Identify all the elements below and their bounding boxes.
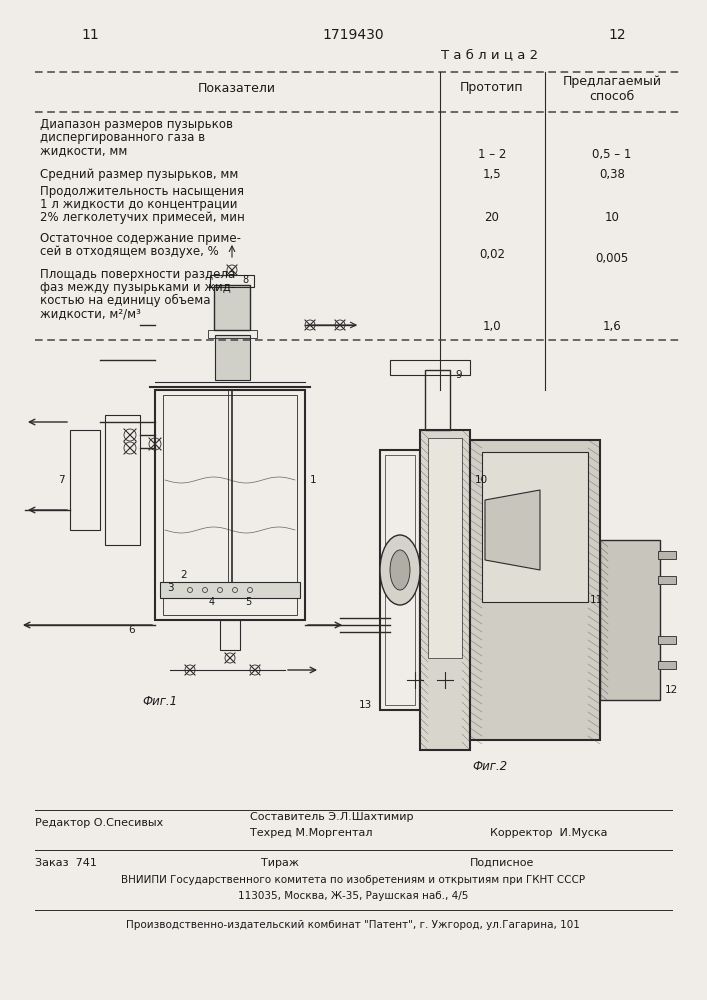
Text: Заказ  741: Заказ 741 bbox=[35, 858, 97, 868]
Bar bbox=[658, 636, 676, 644]
Bar bbox=[210, 275, 254, 287]
Text: 1 л жидкости до концентрации: 1 л жидкости до концентрации bbox=[40, 198, 238, 211]
Text: Продолжительность насыщения: Продолжительность насыщения bbox=[40, 185, 244, 198]
Bar bbox=[105, 415, 140, 545]
Text: 0,5 – 1: 0,5 – 1 bbox=[592, 148, 631, 161]
Bar bbox=[425, 370, 450, 430]
Bar bbox=[470, 440, 600, 740]
Text: Техред М.Моргентал: Техред М.Моргентал bbox=[250, 828, 373, 838]
Text: 1,5: 1,5 bbox=[483, 168, 501, 181]
Text: 0,005: 0,005 bbox=[595, 252, 629, 265]
Text: 8: 8 bbox=[242, 275, 248, 285]
Text: Площадь поверхности раздела: Площадь поверхности раздела bbox=[40, 268, 235, 281]
Text: жидкости, м²/м³: жидкости, м²/м³ bbox=[40, 307, 141, 320]
Text: Фиг.2: Фиг.2 bbox=[472, 760, 508, 773]
Text: Составитель Э.Л.Шахтимир: Составитель Э.Л.Шахтимир bbox=[250, 812, 414, 822]
Bar bbox=[380, 450, 420, 710]
Bar bbox=[428, 438, 462, 658]
Text: диспергированного газа в: диспергированного газа в bbox=[40, 131, 205, 144]
Bar bbox=[160, 582, 300, 598]
Text: Редактор О.Спесивых: Редактор О.Спесивых bbox=[35, 818, 163, 828]
Bar bbox=[155, 390, 305, 620]
Text: 11: 11 bbox=[81, 28, 99, 42]
Text: 1: 1 bbox=[310, 475, 317, 485]
Text: Остаточное содержание приме-: Остаточное содержание приме- bbox=[40, 232, 241, 245]
Text: Средний размер пузырьков, мм: Средний размер пузырьков, мм bbox=[40, 168, 238, 181]
Text: 6: 6 bbox=[129, 625, 135, 635]
Text: ВНИИПИ Государственного комитета по изобретениям и открытиям при ГКНТ СССР: ВНИИПИ Государственного комитета по изоб… bbox=[121, 875, 585, 885]
Text: 0,38: 0,38 bbox=[599, 168, 625, 181]
Text: Фиг.1: Фиг.1 bbox=[142, 695, 177, 708]
Text: 13: 13 bbox=[358, 700, 372, 710]
Text: Прототип: Прототип bbox=[460, 82, 524, 95]
Text: 2: 2 bbox=[180, 570, 187, 580]
Text: 10: 10 bbox=[475, 475, 488, 485]
Bar bbox=[390, 360, 470, 375]
Text: жидкости, мм: жидкости, мм bbox=[40, 144, 127, 157]
Text: 20: 20 bbox=[484, 211, 499, 224]
Text: Т а б л и ц а 2: Т а б л и ц а 2 bbox=[441, 48, 539, 61]
Text: Тираж: Тираж bbox=[261, 858, 299, 868]
Bar bbox=[220, 620, 240, 650]
Bar bbox=[215, 335, 250, 380]
Text: фаз между пузырьками и жид-: фаз между пузырьками и жид- bbox=[40, 281, 235, 294]
Text: 1 – 2: 1 – 2 bbox=[478, 148, 506, 161]
Bar bbox=[163, 395, 297, 615]
Text: Корректор  И.Муска: Корректор И.Муска bbox=[490, 828, 607, 838]
Text: 1,0: 1,0 bbox=[483, 320, 501, 333]
Text: 1719430: 1719430 bbox=[322, 28, 384, 42]
Bar bbox=[658, 551, 676, 559]
Text: сей в отходящем воздухе, %: сей в отходящем воздухе, % bbox=[40, 245, 218, 258]
Text: Показатели: Показатели bbox=[198, 82, 276, 95]
Bar bbox=[385, 455, 415, 705]
Bar bbox=[420, 430, 470, 750]
Bar bbox=[482, 452, 588, 602]
Text: костью на единицу объема: костью на единицу объема bbox=[40, 294, 211, 307]
Text: 12: 12 bbox=[665, 685, 678, 695]
Text: Подписное: Подписное bbox=[470, 858, 534, 868]
Text: 5: 5 bbox=[245, 597, 251, 607]
Text: 9: 9 bbox=[455, 370, 462, 380]
Ellipse shape bbox=[380, 535, 420, 605]
Text: 7: 7 bbox=[59, 475, 65, 485]
Text: 4: 4 bbox=[209, 597, 215, 607]
Bar bbox=[658, 661, 676, 669]
Text: Диапазон размеров пузырьков: Диапазон размеров пузырьков bbox=[40, 118, 233, 131]
Bar bbox=[208, 330, 257, 338]
Ellipse shape bbox=[390, 550, 410, 590]
Bar bbox=[600, 540, 660, 700]
Polygon shape bbox=[485, 490, 540, 570]
Text: 1,6: 1,6 bbox=[602, 320, 621, 333]
Text: 2% легколетучих примесей, мин: 2% легколетучих примесей, мин bbox=[40, 211, 245, 224]
Text: 3: 3 bbox=[167, 583, 174, 593]
Text: 113035, Москва, Ж-35, Раушская наб., 4/5: 113035, Москва, Ж-35, Раушская наб., 4/5 bbox=[238, 891, 468, 901]
Text: 10: 10 bbox=[604, 211, 619, 224]
Text: способ: способ bbox=[590, 91, 635, 104]
Text: 12: 12 bbox=[608, 28, 626, 42]
Text: 11: 11 bbox=[590, 595, 603, 605]
Bar bbox=[70, 430, 100, 530]
Bar bbox=[658, 576, 676, 584]
Text: Предлагаемый: Предлагаемый bbox=[563, 76, 662, 89]
Text: Производственно-издательский комбинат "Патент", г. Ужгород, ул.Гагарина, 101: Производственно-издательский комбинат "П… bbox=[126, 920, 580, 930]
Bar bbox=[214, 285, 250, 330]
Text: 0,02: 0,02 bbox=[479, 248, 505, 261]
